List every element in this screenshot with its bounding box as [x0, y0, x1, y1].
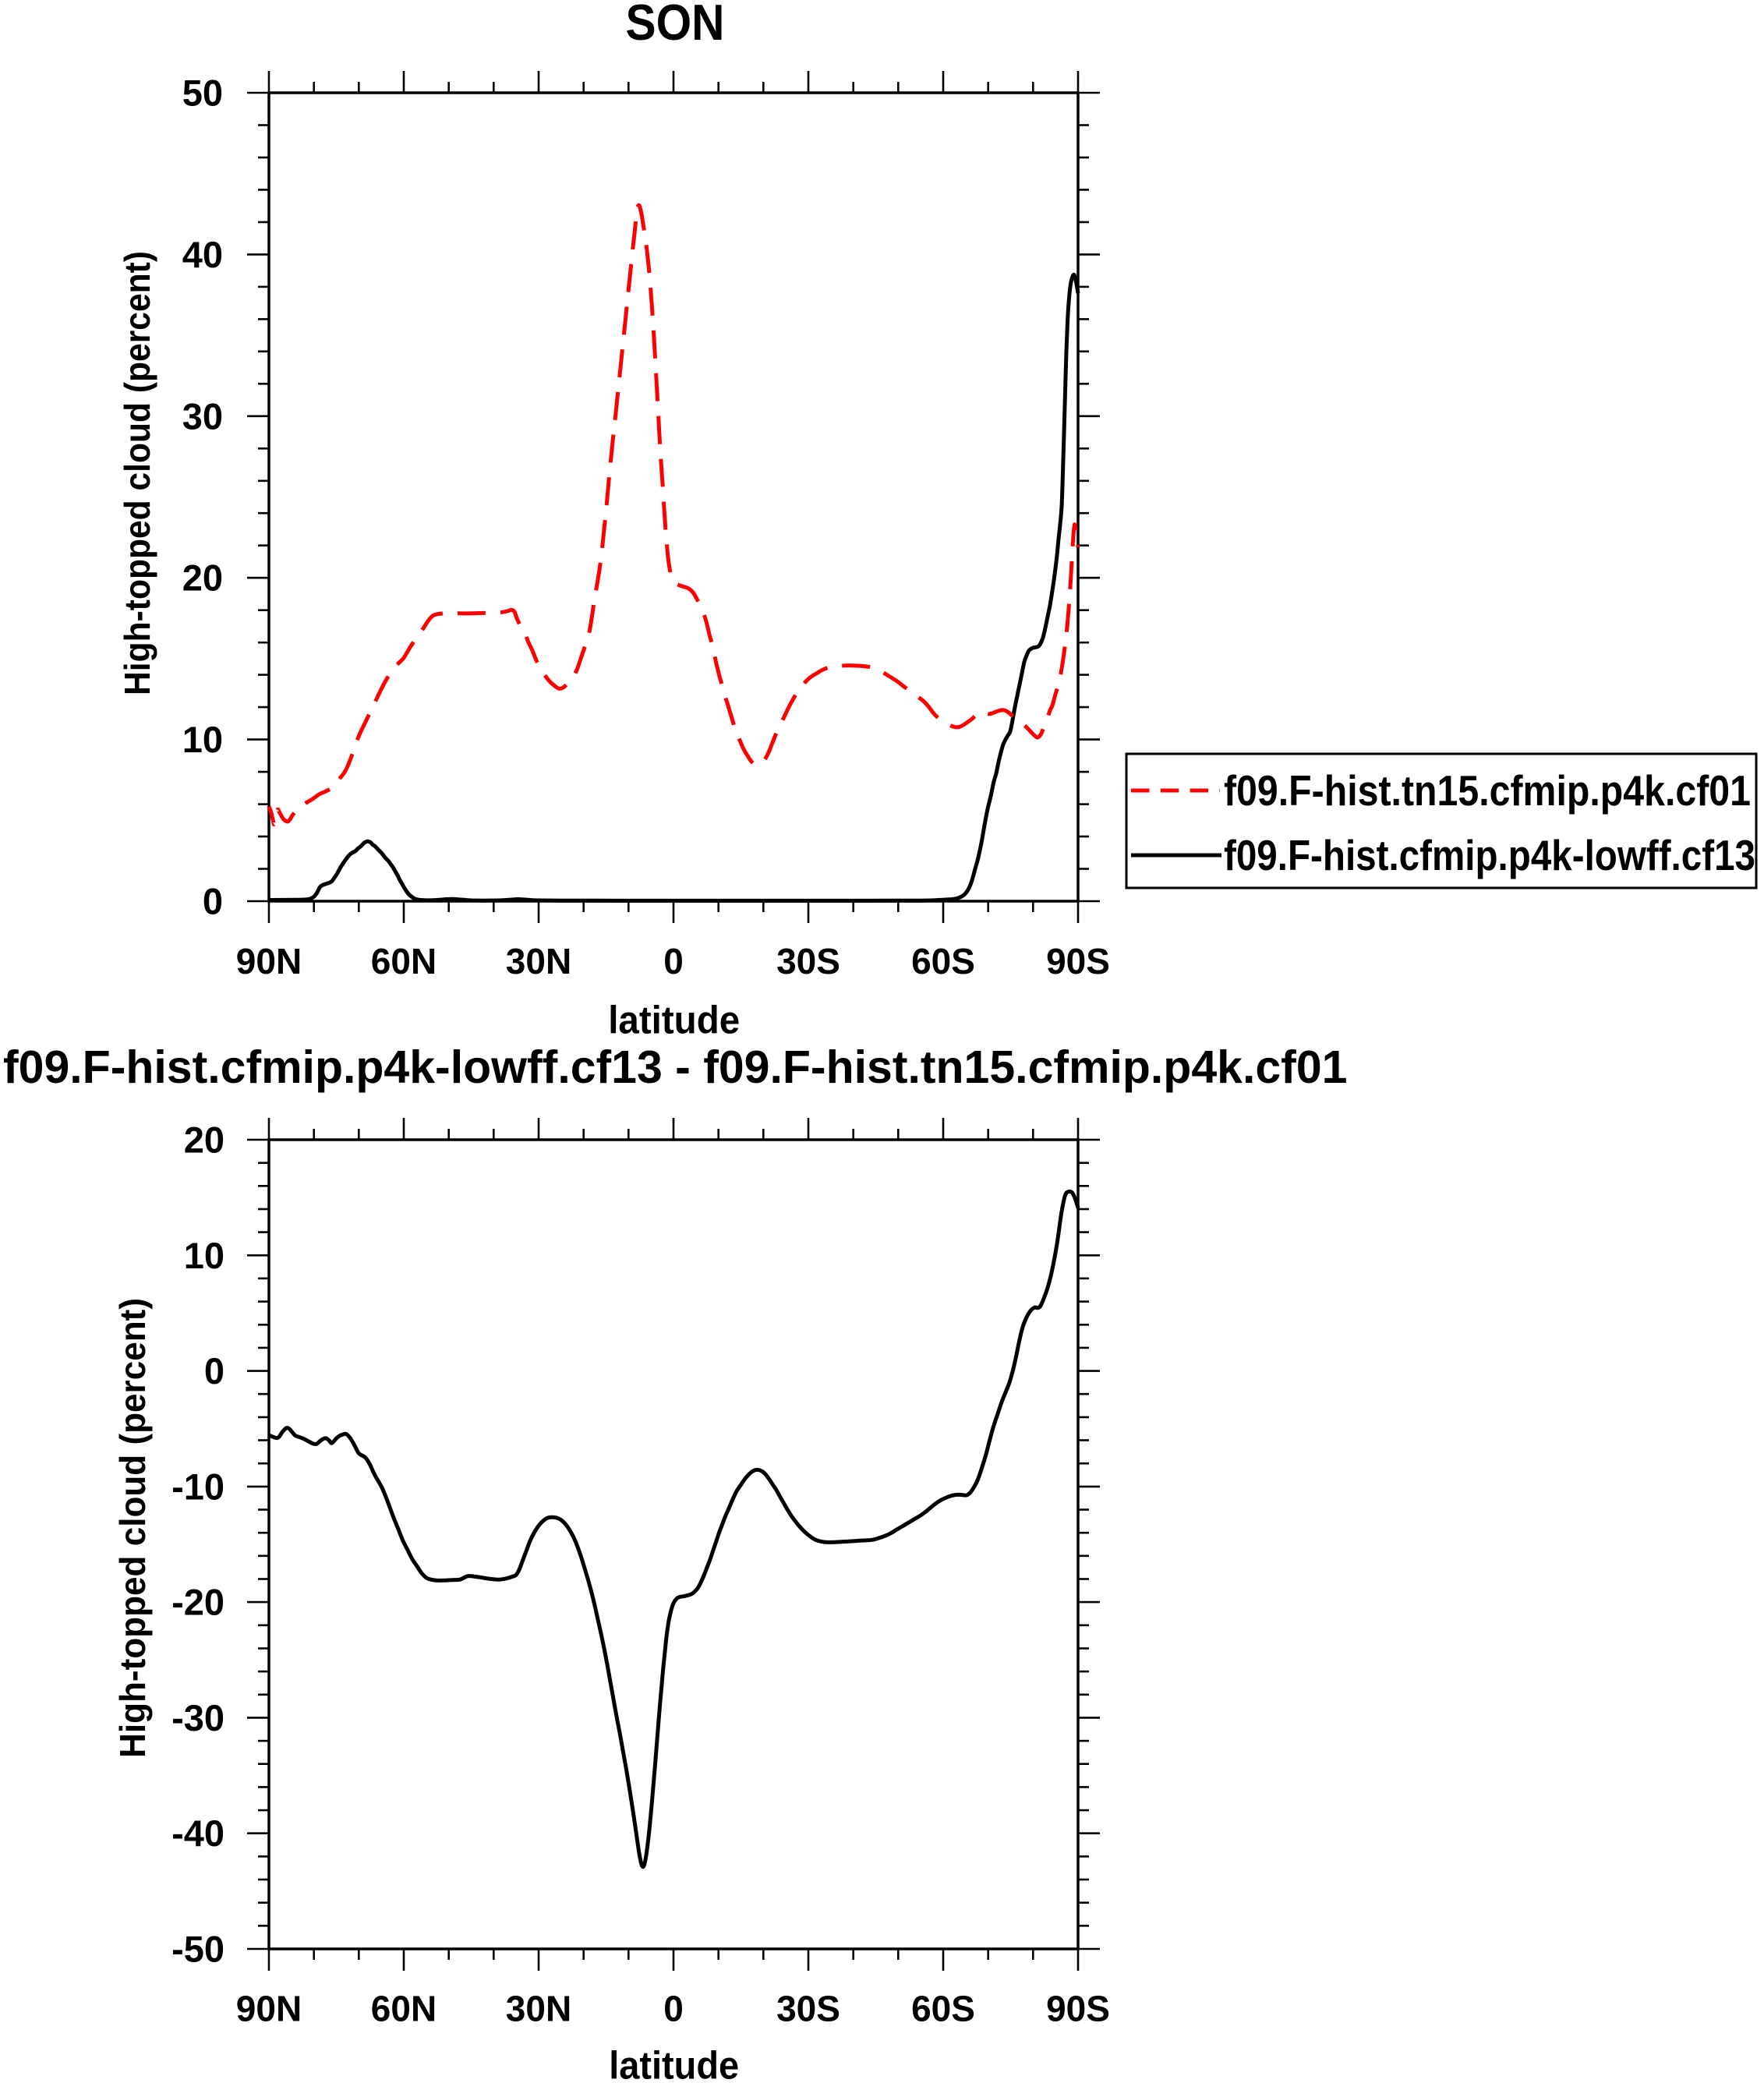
svg-text:10: 10	[182, 719, 223, 760]
svg-text:60N: 60N	[371, 1989, 437, 2029]
svg-text:90S: 90S	[1046, 1989, 1110, 2029]
svg-text:0: 0	[204, 1350, 224, 1392]
svg-text:50: 50	[182, 72, 223, 114]
svg-text:30: 30	[182, 395, 223, 437]
svg-text:60S: 60S	[911, 1989, 975, 2029]
svg-text:10: 10	[184, 1235, 224, 1276]
svg-text:-10: -10	[171, 1466, 224, 1507]
svg-text:f09.F-hist.cfmip.p4k-lowff.cf1: f09.F-hist.cfmip.p4k-lowff.cf13 - f09.F-…	[3, 1042, 1347, 1093]
svg-text:-30: -30	[171, 1697, 224, 1738]
svg-text:0: 0	[663, 941, 684, 981]
svg-text:SON: SON	[626, 0, 725, 51]
svg-text:High-topped cloud (percent): High-topped cloud (percent)	[112, 1298, 153, 1758]
svg-text:30S: 30S	[776, 941, 840, 981]
svg-text:90S: 90S	[1046, 941, 1110, 981]
svg-text:30S: 30S	[776, 1989, 840, 2029]
svg-text:30N: 30N	[506, 1989, 571, 2029]
svg-text:latitude: latitude	[608, 999, 740, 1042]
svg-text:0: 0	[203, 881, 223, 922]
svg-text:f09.F-hist.tn15.cfmip.p4k.cf01: f09.F-hist.tn15.cfmip.p4k.cf01	[1224, 766, 1751, 815]
svg-text:90N: 90N	[236, 1989, 302, 2029]
svg-text:0: 0	[663, 1989, 684, 2029]
svg-text:f09.F-hist.cfmip.p4k-lowff.cf1: f09.F-hist.cfmip.p4k-lowff.cf13	[1224, 831, 1755, 879]
svg-text:30N: 30N	[506, 941, 571, 981]
svg-text:latitude: latitude	[609, 2044, 739, 2083]
svg-text:-50: -50	[171, 1929, 224, 1970]
svg-text:High-topped cloud (percent): High-topped cloud (percent)	[117, 251, 157, 695]
svg-text:60S: 60S	[911, 941, 975, 981]
svg-text:-40: -40	[171, 1812, 224, 1854]
svg-text:40: 40	[182, 234, 223, 275]
svg-text:90N: 90N	[236, 941, 302, 981]
svg-text:-20: -20	[171, 1582, 224, 1623]
svg-text:20: 20	[182, 557, 223, 599]
svg-text:20: 20	[184, 1119, 224, 1161]
svg-text:60N: 60N	[371, 941, 437, 981]
